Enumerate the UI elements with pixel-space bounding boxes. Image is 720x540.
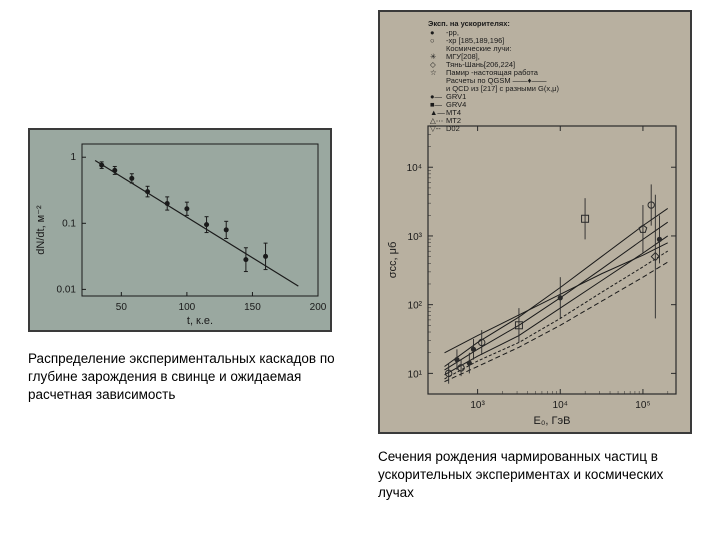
svg-text:150: 150 <box>244 302 261 313</box>
left-chart-svg: 1 0.1 0.01 50 100 150 200 dN/dt, м⁻² t, к.е. <box>30 130 330 330</box>
right-chart-svg: 10¹ 10² 10³ 10⁴ 10³ 10⁴ 10⁵ σcc, μб E₀, ГэВ Эксп.… <box>380 12 690 432</box>
right-caption: Сечения рождения чармированных частиц в … <box>378 448 698 503</box>
svg-text:○: ○ <box>430 36 435 45</box>
left-panel: 1 0.1 0.01 50 100 150 200 dN/dt, м⁻² t, к.е. Рас… <box>28 128 338 405</box>
svg-text:0.1: 0.1 <box>62 218 76 229</box>
svg-text:10⁴: 10⁴ <box>407 163 422 174</box>
svg-text:1: 1 <box>70 152 76 163</box>
left-chart: 1 0.1 0.01 50 100 150 200 dN/dt, м⁻² t, к.е. <box>28 128 332 332</box>
svg-text:10³: 10³ <box>408 232 423 243</box>
svg-text:☆: ☆ <box>430 68 437 77</box>
svg-text:σcc, μб: σcc, μб <box>387 242 399 279</box>
svg-text:50: 50 <box>116 302 128 313</box>
svg-text:t, к.е.: t, к.е. <box>187 315 213 327</box>
svg-text:100: 100 <box>179 302 196 313</box>
right-chart: 10¹ 10² 10³ 10⁴ 10³ 10⁴ 10⁵ σcc, μб E₀, ГэВ Эксп.… <box>378 10 692 434</box>
svg-text:0.01: 0.01 <box>57 284 77 295</box>
svg-text:10²: 10² <box>408 301 423 312</box>
left-caption: Распределение экспериментальных каскадов… <box>28 350 338 405</box>
right-panel: 10¹ 10² 10³ 10⁴ 10³ 10⁴ 10⁵ σcc, μб E₀, ГэВ Эксп.… <box>378 10 698 503</box>
svg-text:10¹: 10¹ <box>408 369 423 380</box>
svg-text:Эксп. на ускорителях:: Эксп. на ускорителях: <box>428 19 510 28</box>
svg-text:10⁴: 10⁴ <box>553 400 568 411</box>
svg-text:10³: 10³ <box>470 400 485 411</box>
svg-text:200: 200 <box>310 302 327 313</box>
svg-text:E₀, ГэВ: E₀, ГэВ <box>534 415 571 427</box>
svg-text:D02: D02 <box>446 124 460 133</box>
svg-text:10⁵: 10⁵ <box>635 400 650 411</box>
svg-text:▽--: ▽-- <box>430 124 441 133</box>
svg-text:dN/dt, м⁻²: dN/dt, м⁻² <box>35 205 47 255</box>
